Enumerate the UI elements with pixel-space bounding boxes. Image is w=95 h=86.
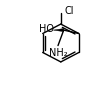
Text: HO: HO (39, 24, 54, 34)
Polygon shape (53, 29, 64, 32)
Text: Cl: Cl (65, 6, 74, 16)
Text: NH₂: NH₂ (49, 48, 67, 58)
